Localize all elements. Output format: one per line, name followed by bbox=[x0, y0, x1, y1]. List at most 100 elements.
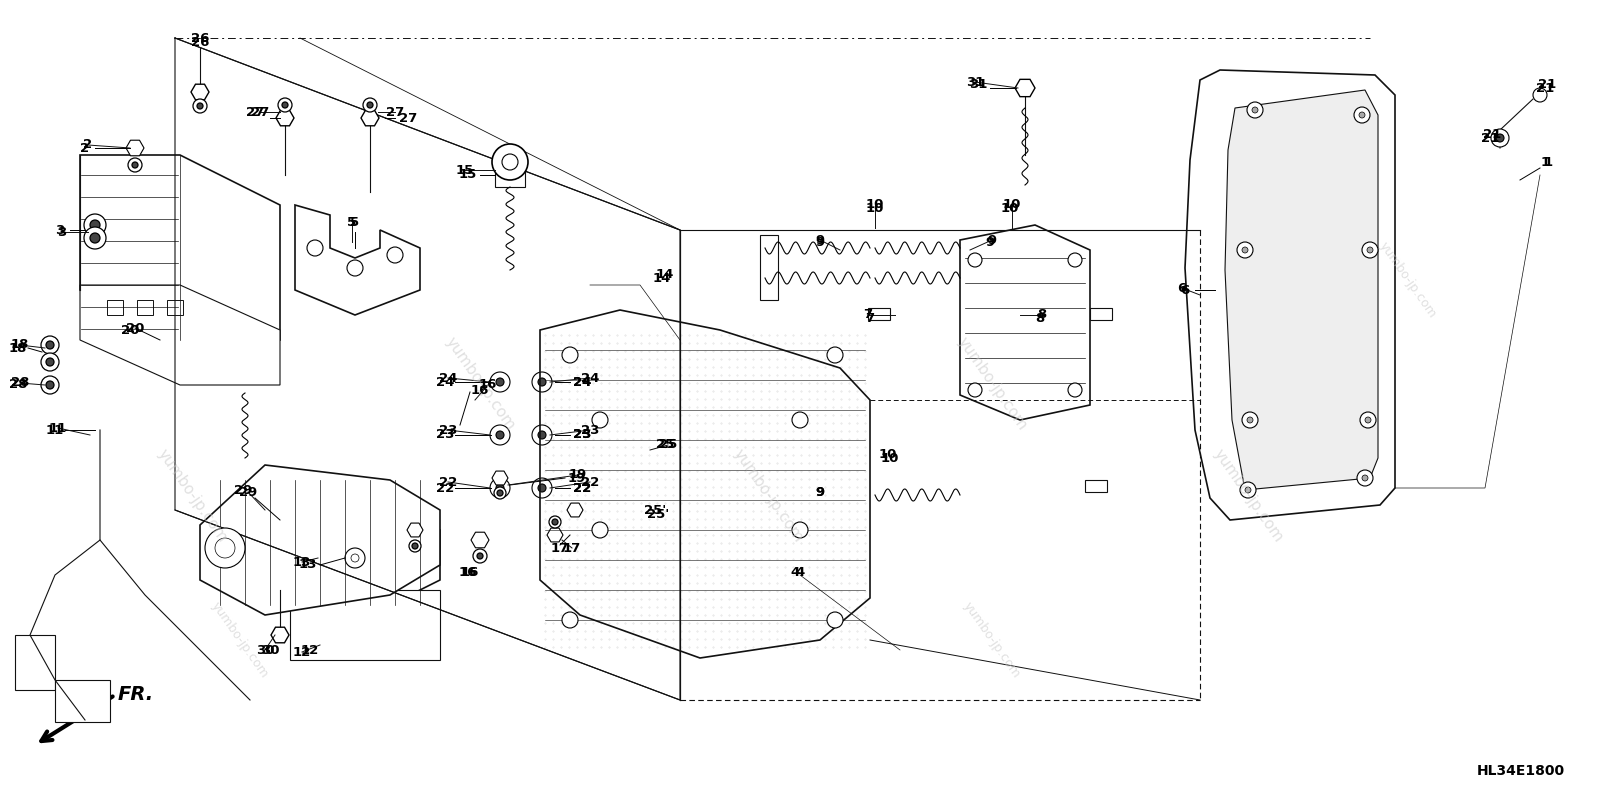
Circle shape bbox=[1491, 129, 1509, 147]
Text: 21: 21 bbox=[1536, 82, 1554, 94]
Text: 28: 28 bbox=[11, 377, 29, 390]
Circle shape bbox=[90, 233, 99, 243]
Text: yumbo-jp.com: yumbo-jp.com bbox=[442, 334, 518, 434]
Text: 5: 5 bbox=[350, 215, 360, 229]
Text: 24: 24 bbox=[438, 371, 458, 385]
Text: 13: 13 bbox=[299, 558, 317, 571]
Text: 11: 11 bbox=[50, 422, 67, 434]
Text: 20: 20 bbox=[122, 323, 139, 337]
Circle shape bbox=[1240, 482, 1256, 498]
Circle shape bbox=[496, 484, 504, 492]
Polygon shape bbox=[166, 300, 182, 315]
Bar bbox=[867, 308, 890, 320]
Circle shape bbox=[1366, 247, 1373, 253]
Text: 27: 27 bbox=[246, 106, 264, 118]
Circle shape bbox=[1357, 470, 1373, 486]
Text: 23: 23 bbox=[581, 423, 598, 437]
Text: yumbo-jp.com: yumbo-jp.com bbox=[1378, 239, 1438, 321]
Text: 27: 27 bbox=[386, 106, 405, 118]
Text: 26: 26 bbox=[190, 35, 210, 49]
Text: 10: 10 bbox=[882, 451, 899, 465]
Polygon shape bbox=[80, 155, 280, 340]
Text: 27: 27 bbox=[251, 106, 269, 118]
Circle shape bbox=[1362, 242, 1378, 258]
Polygon shape bbox=[270, 627, 290, 642]
Circle shape bbox=[413, 543, 418, 549]
Polygon shape bbox=[200, 465, 440, 615]
Text: 24: 24 bbox=[581, 371, 598, 385]
Text: 22: 22 bbox=[581, 475, 598, 489]
Circle shape bbox=[30, 655, 40, 665]
Text: 21: 21 bbox=[1483, 129, 1501, 142]
Circle shape bbox=[490, 425, 510, 445]
Polygon shape bbox=[493, 471, 509, 485]
Text: 2: 2 bbox=[80, 142, 90, 154]
Text: 7: 7 bbox=[864, 309, 872, 322]
Text: 3: 3 bbox=[58, 226, 67, 238]
Text: 29: 29 bbox=[234, 483, 253, 497]
Text: 25: 25 bbox=[656, 438, 674, 451]
Circle shape bbox=[827, 612, 843, 628]
Circle shape bbox=[1069, 383, 1082, 397]
Circle shape bbox=[214, 538, 235, 558]
Text: 8: 8 bbox=[1035, 311, 1045, 325]
Polygon shape bbox=[362, 110, 379, 126]
Text: yumbo-jp.com: yumbo-jp.com bbox=[210, 599, 270, 681]
Circle shape bbox=[1358, 112, 1365, 118]
Text: 20: 20 bbox=[126, 322, 144, 334]
Circle shape bbox=[77, 703, 86, 713]
Text: 10: 10 bbox=[878, 449, 898, 462]
Circle shape bbox=[1354, 107, 1370, 123]
Circle shape bbox=[90, 220, 99, 230]
Polygon shape bbox=[277, 110, 294, 126]
Circle shape bbox=[42, 376, 59, 394]
Text: 12: 12 bbox=[293, 646, 310, 658]
Text: 3: 3 bbox=[56, 223, 64, 237]
Circle shape bbox=[498, 490, 502, 496]
Text: HL34E1800: HL34E1800 bbox=[1477, 764, 1565, 778]
Polygon shape bbox=[470, 532, 490, 548]
Bar bbox=[14, 635, 54, 690]
Circle shape bbox=[1246, 102, 1262, 118]
Circle shape bbox=[1362, 475, 1368, 481]
Circle shape bbox=[792, 522, 808, 538]
Text: 16: 16 bbox=[470, 383, 490, 397]
Text: 7: 7 bbox=[866, 311, 875, 325]
Circle shape bbox=[83, 214, 106, 236]
Text: yumbo-jp.com: yumbo-jp.com bbox=[954, 334, 1030, 434]
Circle shape bbox=[502, 154, 518, 170]
Text: 12: 12 bbox=[301, 643, 318, 657]
Text: 9: 9 bbox=[987, 234, 997, 246]
Text: 9: 9 bbox=[986, 235, 995, 249]
Text: 17: 17 bbox=[563, 542, 581, 554]
Text: 4: 4 bbox=[795, 566, 805, 578]
Text: 16: 16 bbox=[461, 566, 478, 578]
Circle shape bbox=[792, 412, 808, 428]
Circle shape bbox=[490, 478, 510, 498]
Circle shape bbox=[387, 247, 403, 263]
Circle shape bbox=[496, 378, 504, 386]
Circle shape bbox=[350, 554, 358, 562]
Circle shape bbox=[968, 253, 982, 267]
Circle shape bbox=[307, 240, 323, 256]
Text: 22: 22 bbox=[573, 482, 590, 494]
Circle shape bbox=[1245, 487, 1251, 493]
Polygon shape bbox=[960, 225, 1090, 420]
Circle shape bbox=[1242, 247, 1248, 253]
Circle shape bbox=[1069, 253, 1082, 267]
Text: 2: 2 bbox=[83, 138, 93, 151]
Text: 23: 23 bbox=[573, 429, 590, 442]
Circle shape bbox=[128, 158, 142, 172]
Text: yumbo-jp.com: yumbo-jp.com bbox=[730, 446, 806, 546]
Circle shape bbox=[282, 102, 288, 108]
Circle shape bbox=[1237, 242, 1253, 258]
Polygon shape bbox=[138, 300, 154, 315]
Text: 25: 25 bbox=[659, 438, 677, 451]
Text: 10: 10 bbox=[1002, 202, 1019, 214]
Circle shape bbox=[493, 144, 528, 180]
Circle shape bbox=[366, 102, 373, 108]
Polygon shape bbox=[310, 500, 440, 610]
Text: 16: 16 bbox=[459, 566, 477, 578]
Circle shape bbox=[77, 688, 86, 698]
Text: 31: 31 bbox=[970, 78, 987, 91]
